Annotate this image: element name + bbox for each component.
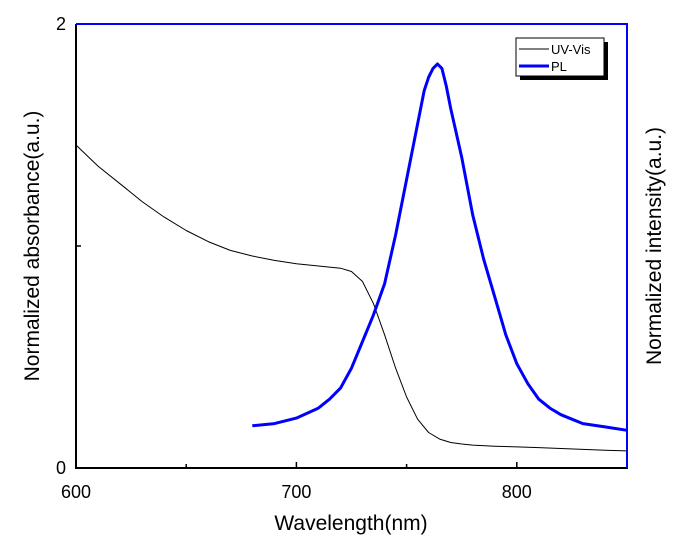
y-tick-label: 2 xyxy=(56,14,66,34)
ticks: 600 700 800 0 2 xyxy=(56,14,532,502)
legend-label: UV-Vis xyxy=(551,42,591,57)
x-tick-label: 700 xyxy=(281,482,311,502)
series-line-pl xyxy=(252,62,628,432)
axes xyxy=(75,23,628,469)
y-axis-right-title: Normalized intensity(a.u.) xyxy=(643,127,666,365)
x-axis-title: Wavelength(nm) xyxy=(274,512,427,535)
legend: UV-Vis PL xyxy=(515,37,608,80)
y-tick-label: 0 xyxy=(56,458,66,478)
x-tick-label: 800 xyxy=(502,482,532,502)
series-line-uv-vis xyxy=(75,144,628,452)
series-layer xyxy=(75,62,628,452)
legend-box xyxy=(515,37,605,77)
legend-label: PL xyxy=(551,59,567,74)
y-axis-left-title: Normalized absorbance(a.u.) xyxy=(21,111,44,382)
x-tick-label: 600 xyxy=(61,482,91,502)
